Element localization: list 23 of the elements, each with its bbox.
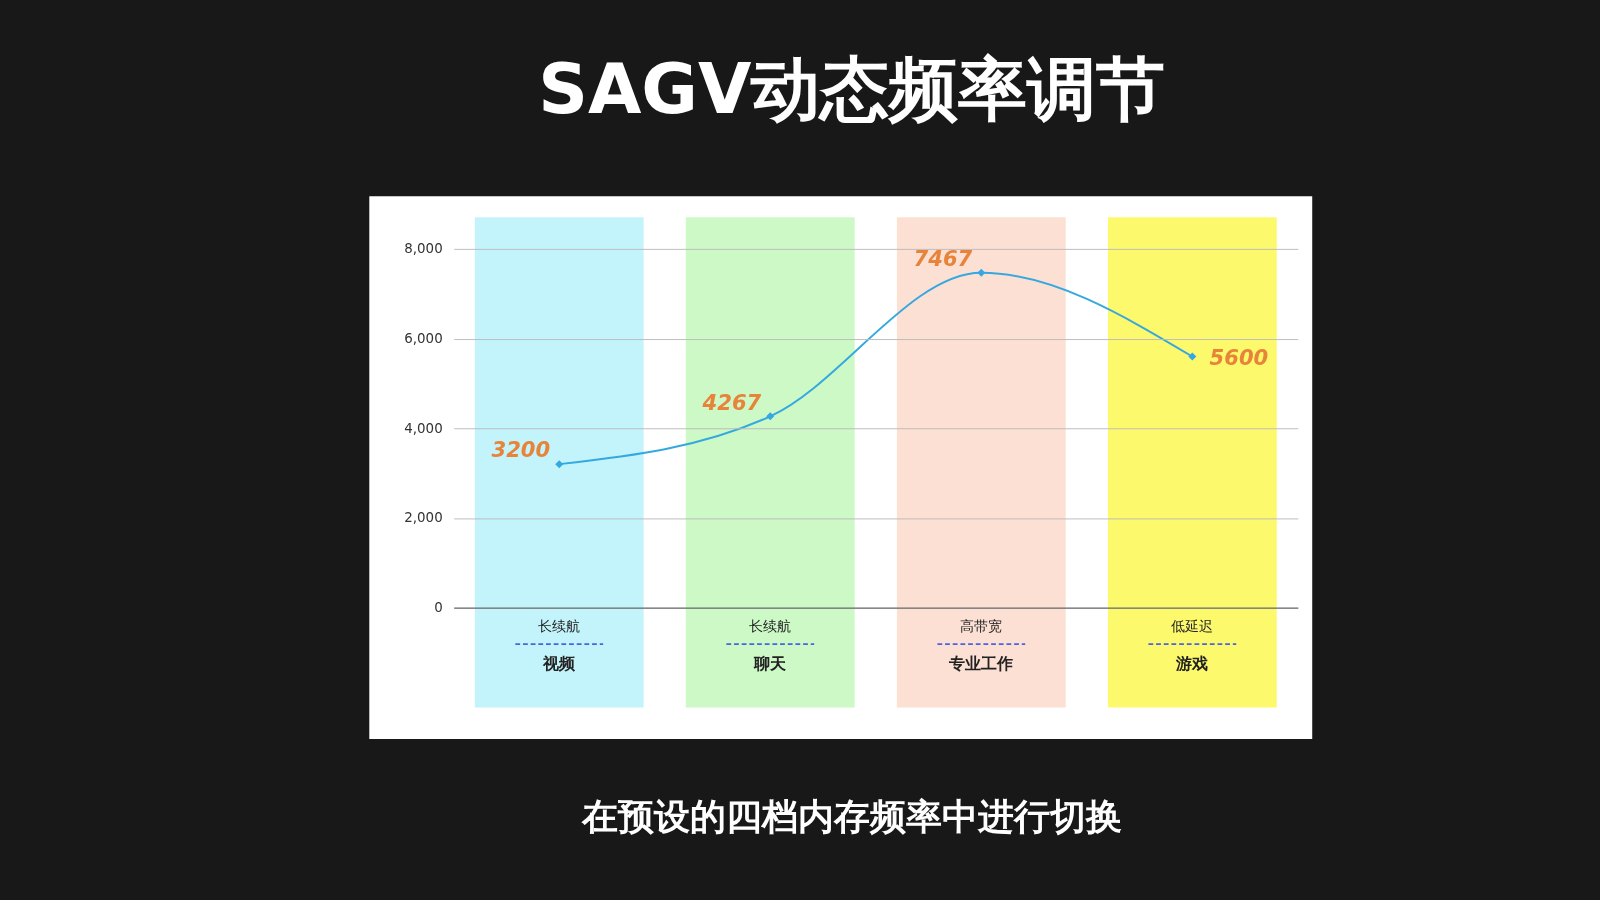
text: 低延迟 bbox=[1171, 617, 1214, 634]
x-tick-label: 聊天 bbox=[753, 653, 788, 673]
text: 在预设的四档内存频率中进行切换 bbox=[580, 795, 1122, 839]
data-label: 5600 bbox=[1209, 345, 1269, 371]
data-label: 3200 bbox=[491, 437, 551, 463]
data-label: 7467 bbox=[913, 246, 973, 272]
x-tick-label: 专业工作 bbox=[948, 653, 1014, 673]
y-tick-label: 2,000 bbox=[404, 510, 443, 526]
chart-title: SAGV动态频率调节 bbox=[538, 48, 1166, 129]
point bbox=[977, 268, 986, 277]
y-tick-label: 6,000 bbox=[404, 330, 443, 346]
point bbox=[555, 460, 564, 469]
data-label: 4267 bbox=[701, 389, 762, 415]
x-tick-label: 视频 bbox=[542, 653, 577, 673]
point bbox=[1188, 352, 1197, 361]
point bbox=[766, 412, 775, 421]
text: 长续航 bbox=[749, 617, 792, 634]
y-tick-label: 8,000 bbox=[404, 241, 443, 257]
y-tick-label: 0 bbox=[434, 599, 443, 615]
text: 高带宽 bbox=[960, 617, 1003, 634]
text: 长续航 bbox=[538, 617, 581, 634]
y-tick-label: 4,000 bbox=[404, 420, 443, 436]
x-tick-label: 游戏 bbox=[1175, 653, 1209, 673]
